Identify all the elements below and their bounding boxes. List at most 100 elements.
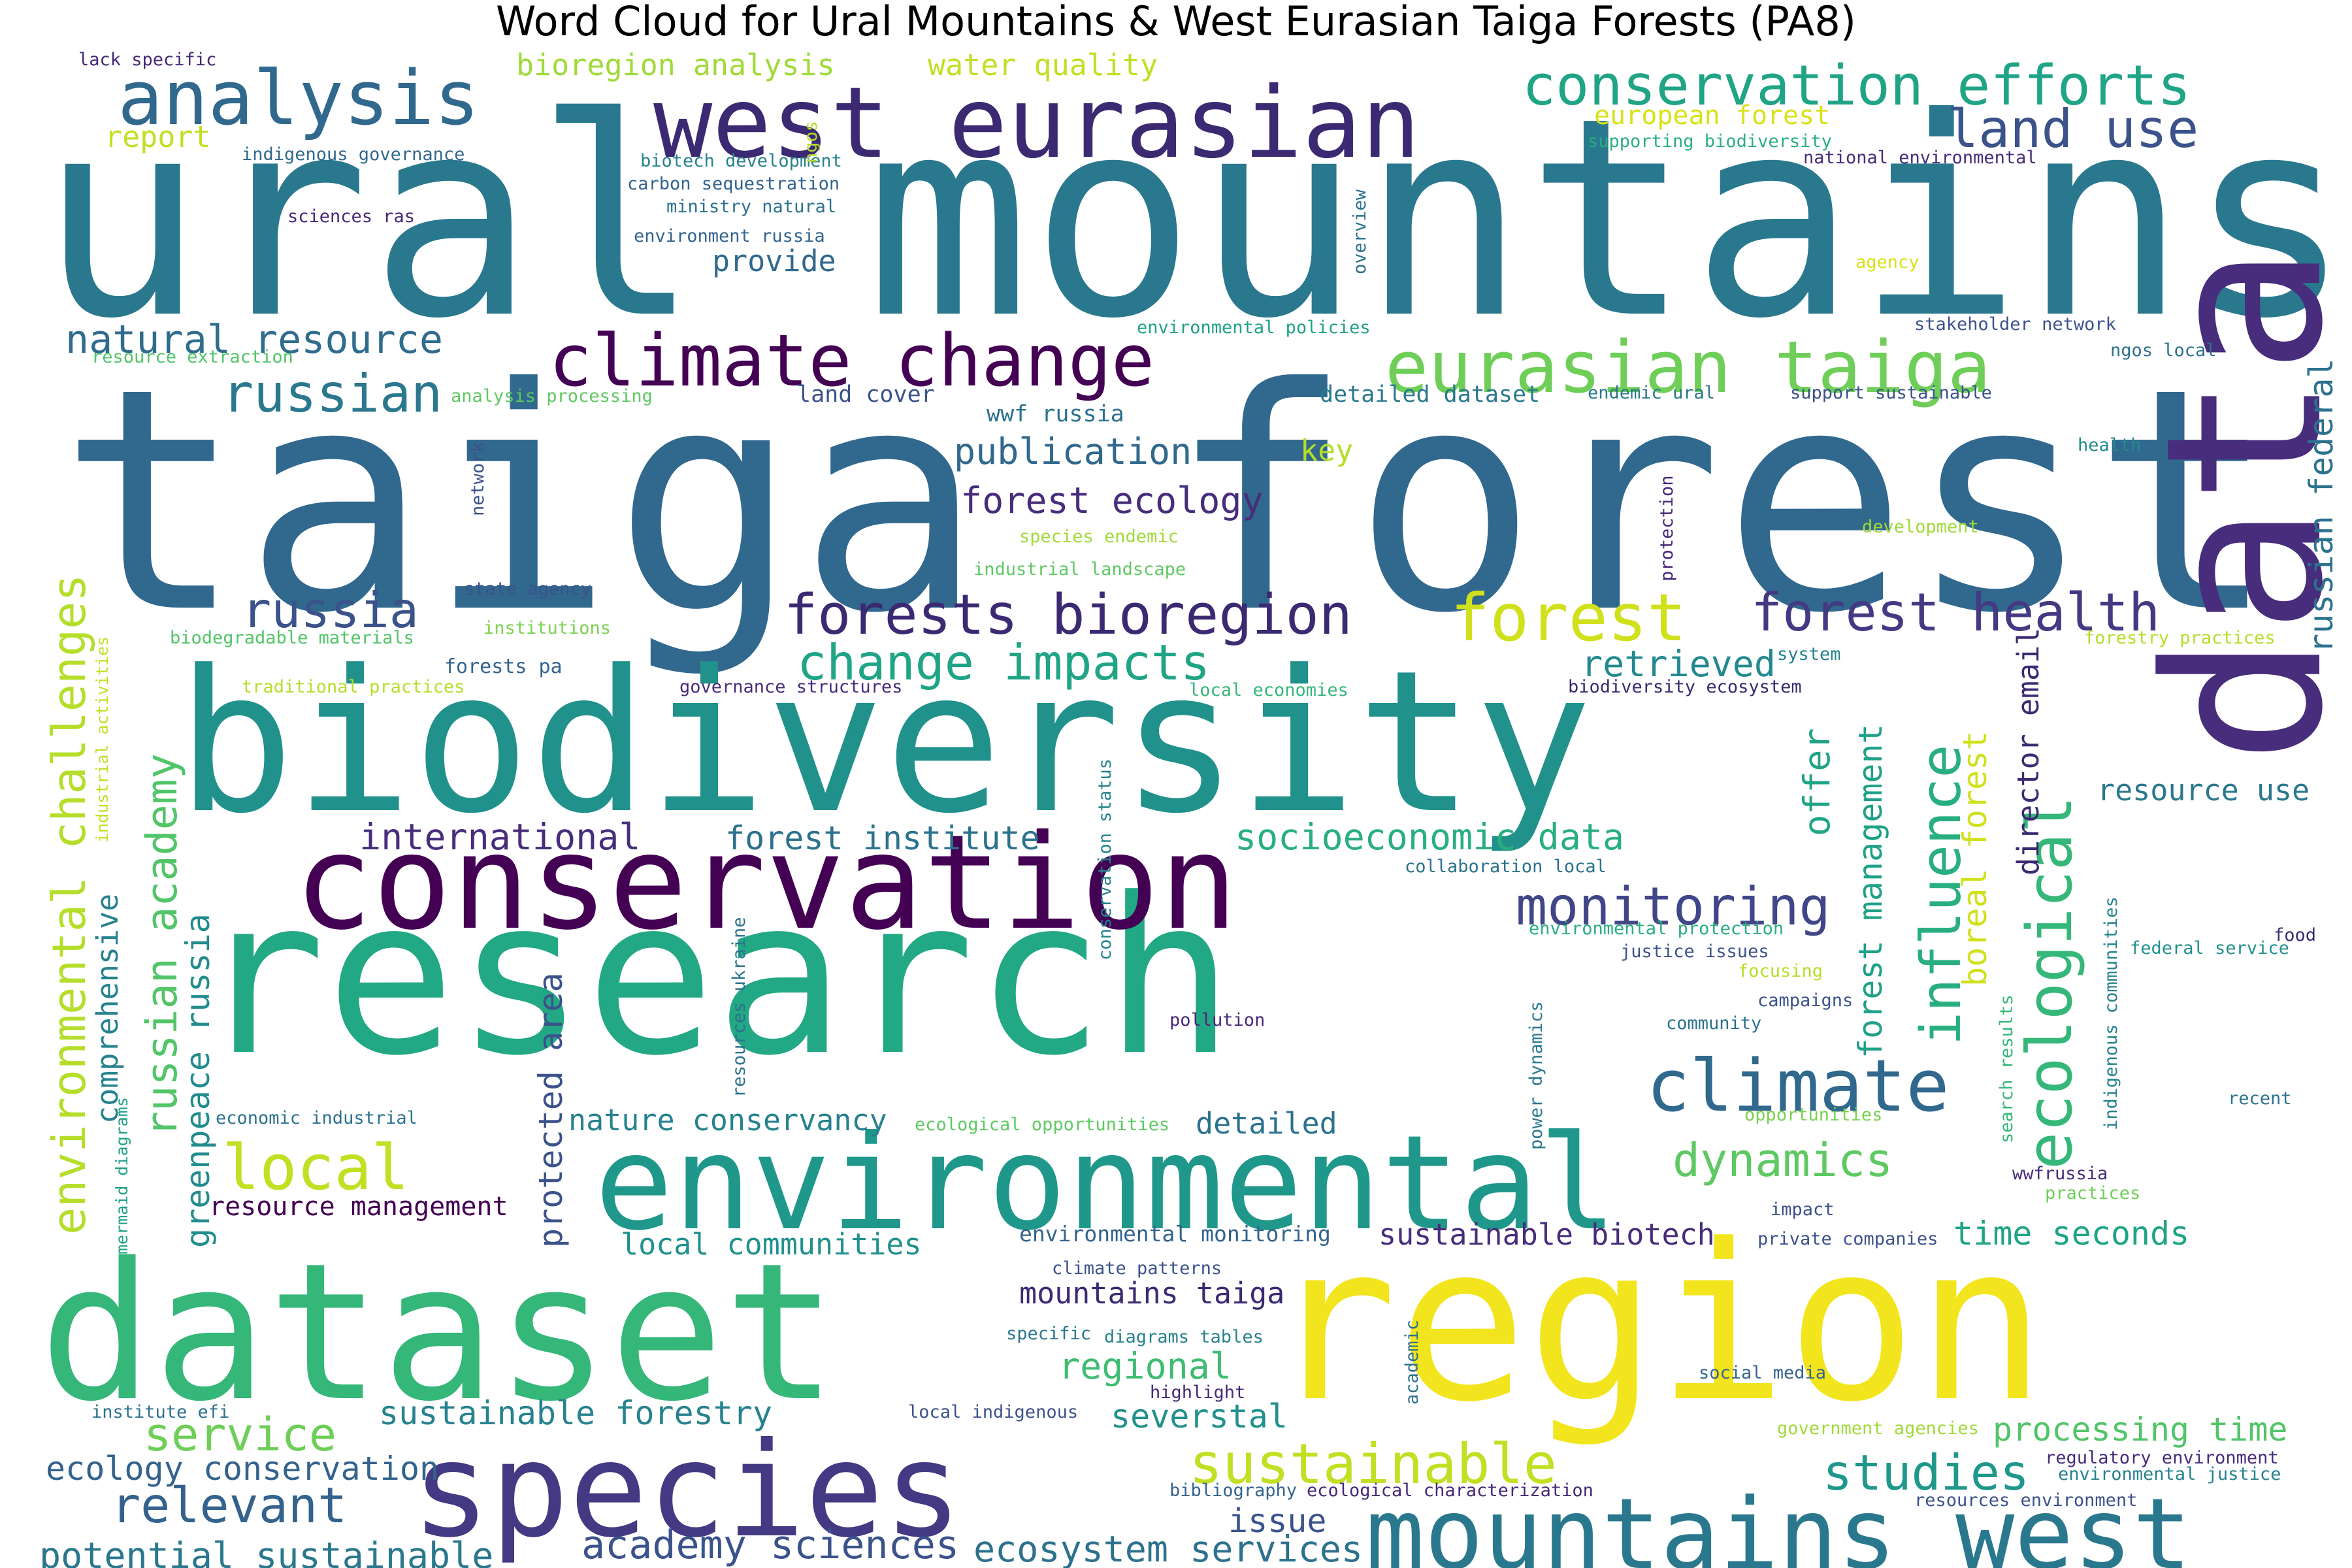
word-climate-change: climate change (549, 319, 1154, 402)
word-food: food (2274, 925, 2316, 945)
word-dynamics: dynamics (1673, 1134, 1893, 1187)
word-local-indigenous: local indigenous (908, 1402, 1078, 1422)
word-resource-extraction: resource extraction (91, 347, 293, 367)
word-climate: climate (1646, 1044, 1950, 1128)
word-development: development (1862, 517, 1979, 537)
word-local: local (222, 1132, 409, 1204)
word-carbon-sequestration: carbon sequestration (627, 174, 840, 194)
word-system: system (1777, 644, 1841, 664)
word-institute-efi: institute efi (91, 1402, 229, 1422)
word-network: network (468, 442, 488, 516)
word-focusing: focusing (1738, 961, 1823, 981)
word-bibliography: bibliography (1169, 1480, 1297, 1501)
word-local-economies: local economies (1189, 680, 1348, 700)
word-taiga-forest: taiga forest (59, 323, 2278, 680)
word-traditional-practices: traditional practices (242, 677, 465, 697)
word-ecological-characterization: ecological characterization (1307, 1480, 1593, 1501)
word-justice-issues: justice issues (1620, 941, 1769, 962)
word-stakeholder-network: stakeholder network (1914, 314, 2116, 335)
word-conservation-efforts: conservation efforts (1522, 54, 2191, 118)
word-russian-academy: russian academy (138, 753, 187, 1137)
word-region: region (1267, 1198, 2046, 1449)
word-academic: academic (1402, 1320, 1422, 1405)
word-natural-resource: natural resource (65, 317, 443, 363)
word-forest: forest (1450, 580, 1686, 656)
word-socioeconomic-data: socioeconomic data (1235, 816, 1624, 858)
word-overview: overview (1350, 189, 1370, 274)
word-private-companies: private companies (1757, 1229, 1938, 1249)
word-environmental-justice: environmental justice (2058, 1464, 2281, 1484)
word-biodegradable-materials: biodegradable materials (170, 628, 414, 648)
word-international: international (359, 816, 640, 858)
word-publication: publication (954, 431, 1192, 472)
word-protected-area: protected area (532, 973, 570, 1248)
word-russian: russian (222, 363, 442, 424)
word-offer: offer (1796, 728, 1838, 836)
word-government-agencies: government agencies (1777, 1418, 1979, 1439)
word-agency: agency (1855, 252, 1919, 272)
word-ngos-local: ngos local (2110, 340, 2217, 361)
word-national-environmental: national environmental (1803, 148, 2037, 168)
word-forest-institute: forest institute (725, 819, 1040, 857)
word-forest-ecology: forest ecology (960, 480, 1264, 521)
word-federal-service: federal service (2130, 938, 2289, 958)
word-russia: russia (242, 581, 419, 639)
word-bioregion-analysis: bioregion analysis (516, 48, 835, 82)
word-forests-pa: forests pa (444, 655, 563, 678)
word-detailed-dataset: detailed dataset (1320, 382, 1540, 408)
word-social-media: social media (1699, 1363, 1826, 1383)
word-species-endemic: species endemic (1019, 527, 1179, 547)
word-relevant: relevant (111, 1477, 347, 1534)
word-campaigns: campaigns (1757, 990, 1853, 1011)
word-environmental: environmental (595, 1107, 1617, 1260)
word-ngos: ngos (801, 121, 821, 163)
word-west-eurasian: west eurasian (653, 67, 1420, 180)
word-forest-health: forest health (1751, 582, 2160, 643)
word-land-cover: land cover (797, 382, 935, 408)
word-biotech-development: biotech development (640, 151, 842, 171)
word-comprehensive: comprehensive (90, 894, 125, 1124)
word-regional: regional (1058, 1345, 1232, 1387)
word-health: health (2078, 435, 2142, 455)
word-time-seconds: time seconds (1953, 1215, 2189, 1252)
word-sustainable: sustainable (1189, 1432, 1557, 1497)
word-lack-specific: lack specific (78, 50, 216, 70)
word-resource-use: resource use (2097, 773, 2310, 808)
word-search-results: search results (1997, 994, 2017, 1143)
word-sciences-ras: sciences ras (287, 206, 415, 227)
word-studies: studies (1823, 1444, 2029, 1501)
word-highlight: highlight (1150, 1382, 1245, 1403)
word-pollution: pollution (1169, 1010, 1265, 1030)
word-environment-russia: environment russia (634, 226, 825, 246)
word-service: service (144, 1408, 336, 1462)
word-monitoring: monitoring (1516, 876, 1831, 937)
word-economic-industrial: economic industrial (216, 1108, 417, 1128)
word-climate-patterns: climate patterns (1052, 1258, 1222, 1279)
word-potential-sustainable: potential sustainable (39, 1535, 493, 1568)
word-impact: impact (1771, 1200, 1835, 1220)
word-analysis: analysis (118, 55, 480, 142)
word-ecological-opportunities: ecological opportunities (915, 1115, 1169, 1135)
word-indigenous-governance: indigenous governance (242, 144, 465, 165)
word-academy-sciences: academy sciences (581, 1522, 959, 1568)
word-research: research (196, 852, 1234, 1103)
word-nature-conservancy: nature conservancy (568, 1103, 887, 1137)
word-community: community (1666, 1013, 1761, 1034)
word-report: report (105, 120, 211, 154)
word-environmental-policies: environmental policies (1137, 318, 1371, 338)
word-analysis-processing: analysis processing (451, 386, 653, 406)
word-biodiversity: biodiversity (176, 629, 1592, 857)
word-environmental-protection: environmental protection (1529, 919, 1784, 939)
word-retrieved: retrieved (1581, 643, 1776, 685)
word-issue: issue (1228, 1502, 1327, 1540)
word-sustainable-biotech: sustainable biotech (1379, 1217, 1715, 1252)
word-director-email: director email (2011, 628, 2046, 875)
word-recent: recent (2228, 1088, 2292, 1109)
word-collaboration-local: collaboration local (1405, 857, 1607, 877)
word-forest-management: forest management (1852, 724, 1889, 1058)
word-russian-federal: russian federal (2302, 358, 2340, 653)
word-boreal-forest: boreal forest (1956, 731, 1994, 987)
word-conservation-status: conservation status (1095, 759, 1115, 960)
word-diagrams-tables: diagrams tables (1104, 1327, 1264, 1347)
word-state-agency: state agency (464, 579, 591, 599)
